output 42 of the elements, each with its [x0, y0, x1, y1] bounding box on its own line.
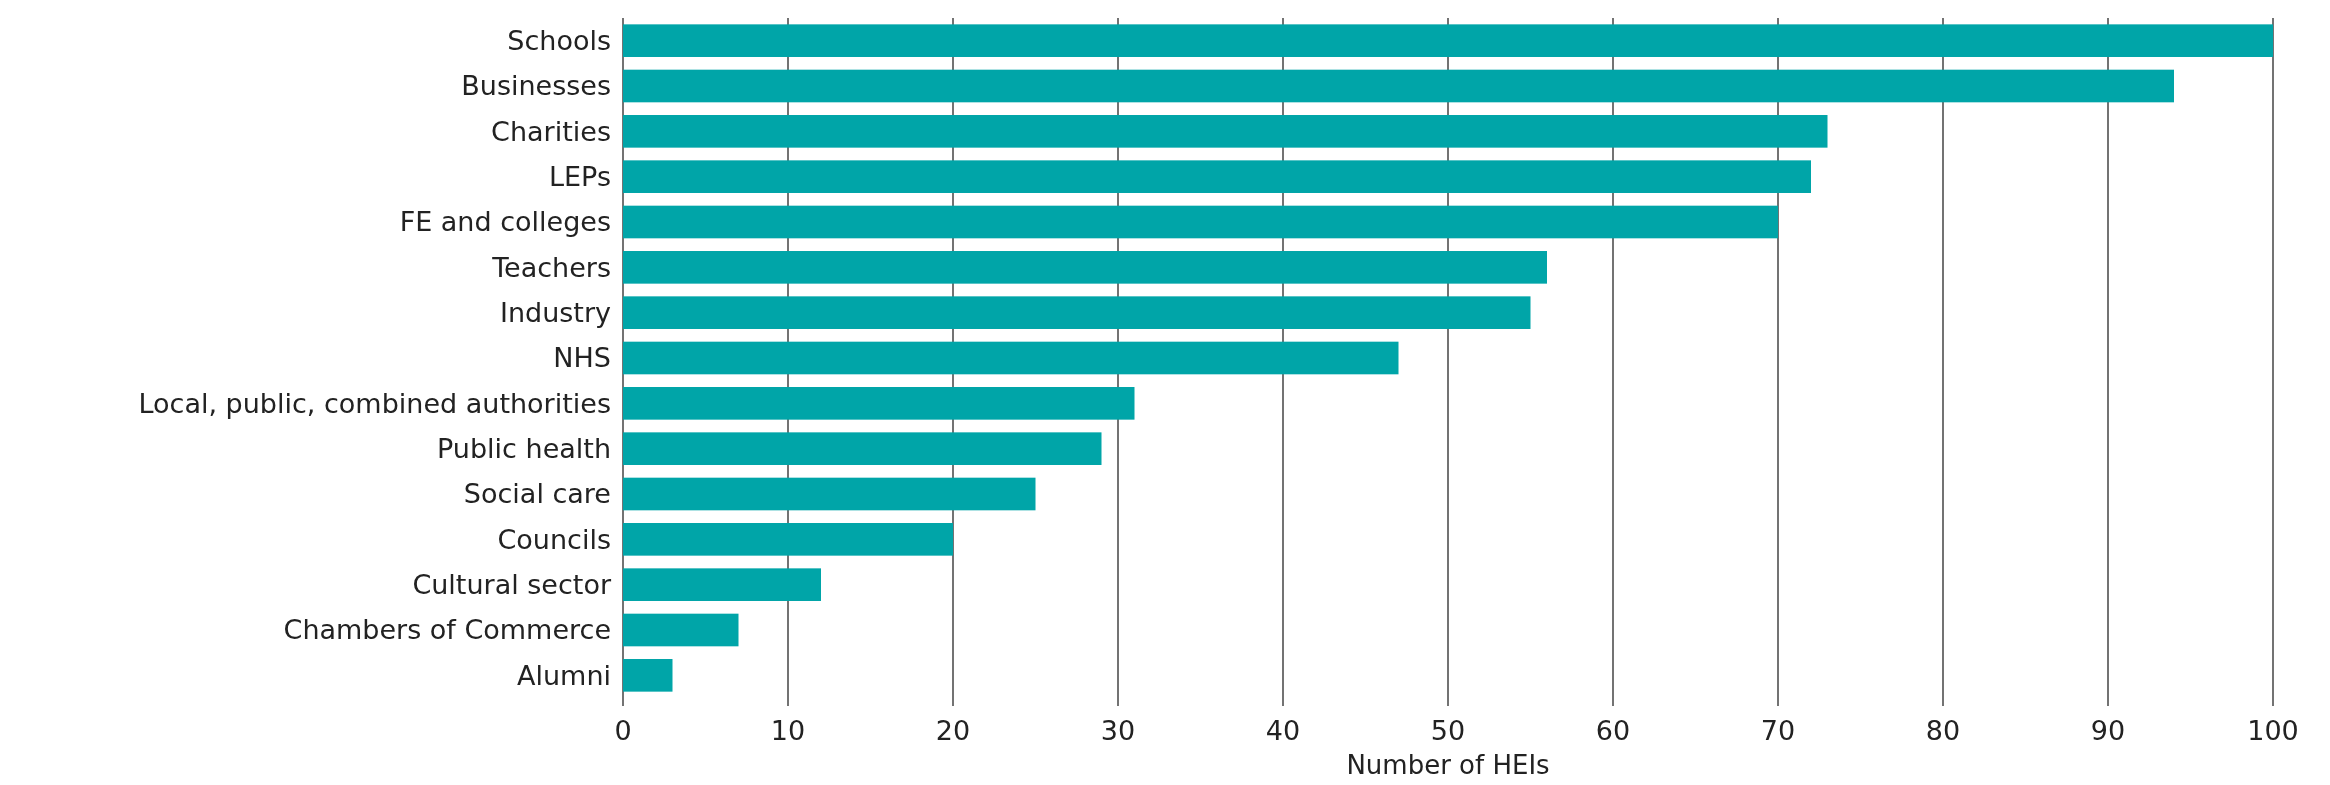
y-tick-label: Cultural sector	[412, 569, 612, 601]
y-tick-label: Public health	[437, 433, 611, 465]
x-tick-label: 60	[1595, 715, 1631, 746]
x-axis-title: Number of HEIs	[1346, 750, 1550, 780]
y-tick-label: Alumni	[517, 659, 611, 691]
x-tick-label: 100	[2247, 715, 2299, 746]
bar	[623, 477, 1036, 511]
x-tick-label: 20	[935, 715, 971, 746]
x-tick-label: 40	[1265, 715, 1301, 746]
y-tick-label: Businesses	[461, 70, 611, 102]
bar	[623, 341, 1399, 375]
y-tick-label: LEPs	[549, 161, 611, 193]
x-tick-label: 30	[1100, 715, 1136, 746]
x-tick-label: 80	[1925, 715, 1961, 746]
bar	[623, 296, 1531, 329]
y-tick-label: Local, public, combined authorities	[138, 387, 611, 419]
y-tick-label: Chambers of Commerce	[283, 614, 611, 646]
y-tick-label: Charities	[491, 115, 611, 147]
bar	[623, 432, 1102, 465]
x-tick-label: 0	[614, 715, 632, 746]
bar	[623, 523, 953, 556]
bar	[623, 115, 1828, 148]
bar	[623, 568, 821, 601]
bar	[623, 659, 673, 692]
x-tick-label: 90	[2090, 715, 2126, 746]
bar	[623, 613, 739, 647]
y-tick-label: Teachers	[491, 251, 611, 283]
y-tick-label: Social care	[463, 478, 611, 510]
y-tick-label: Industry	[499, 297, 612, 329]
bar	[623, 251, 1547, 284]
y-tick-label: Schools	[507, 25, 611, 57]
bar	[623, 160, 1811, 193]
bar	[623, 24, 2273, 57]
y-tick-label: NHS	[553, 342, 611, 374]
x-tick-label: 10	[770, 715, 806, 746]
bar	[623, 205, 1778, 239]
x-tick-label: 50	[1430, 715, 1466, 746]
bar	[623, 69, 2174, 103]
x-tick-label: 70	[1760, 715, 1796, 746]
bar	[623, 387, 1135, 420]
y-tick-label: Councils	[497, 523, 611, 555]
y-tick-label: FE and colleges	[399, 206, 611, 238]
